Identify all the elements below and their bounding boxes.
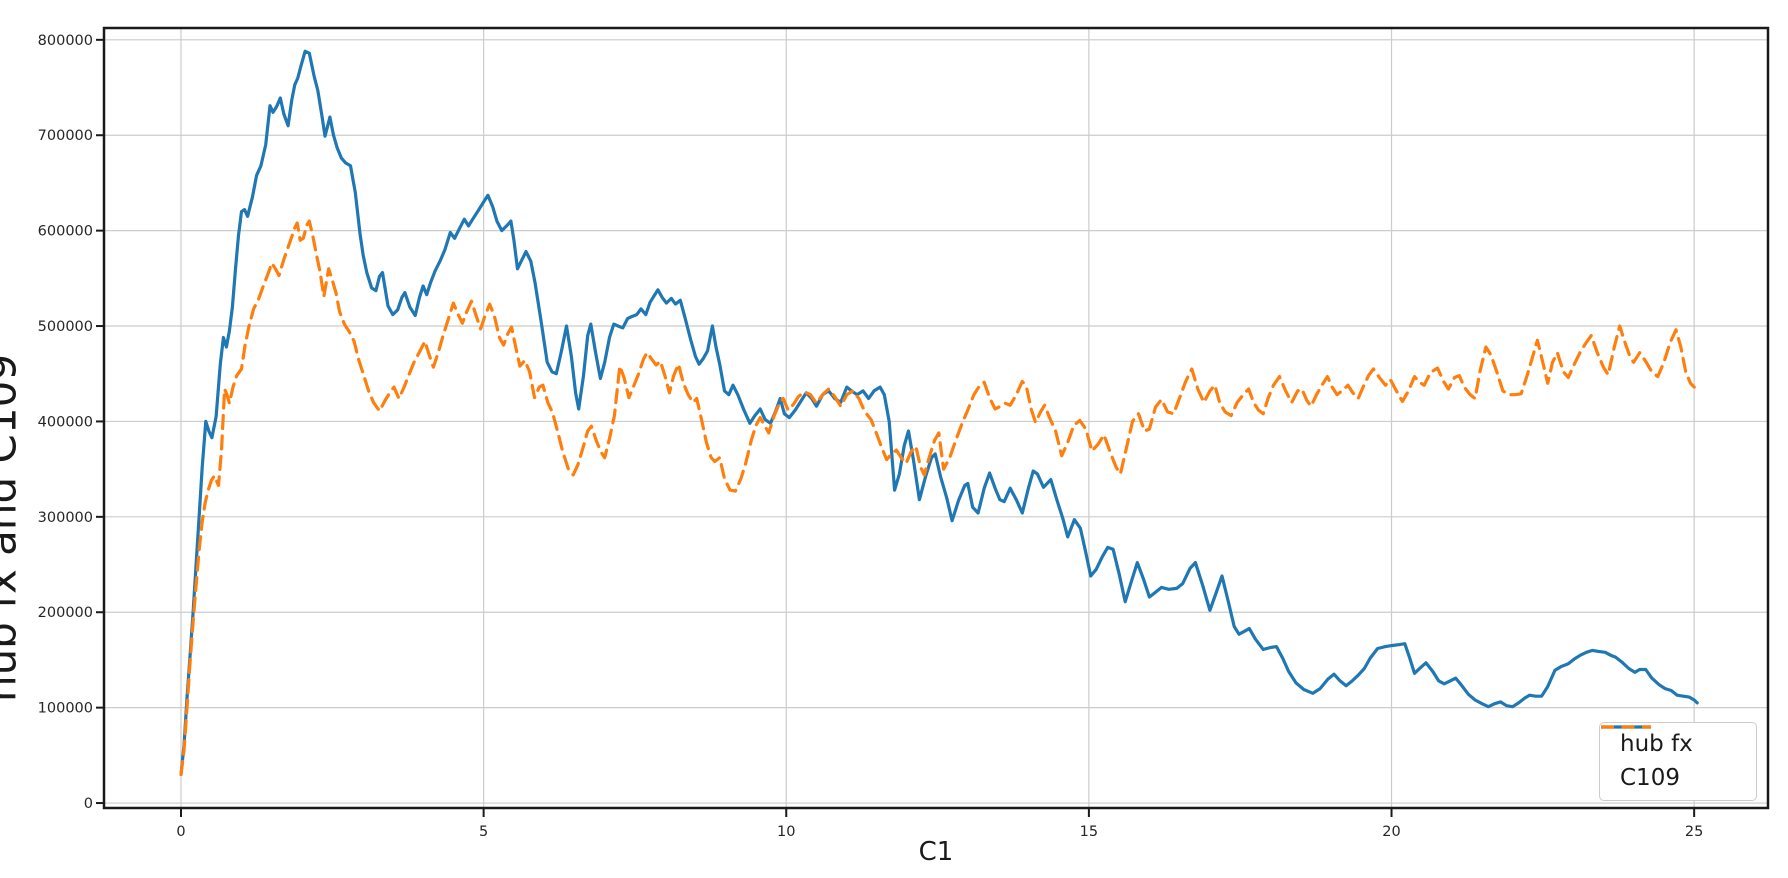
legend-entry-hub-fx: hub fx bbox=[1601, 725, 1746, 761]
y-tick-label: 100000 bbox=[38, 701, 93, 717]
x-axis-label: C1 bbox=[918, 837, 954, 867]
x-tick-label: 25 bbox=[1685, 824, 1703, 840]
y-tick-label: 800000 bbox=[38, 33, 93, 49]
y-tick-label: 600000 bbox=[38, 224, 93, 240]
y-tick-label: 700000 bbox=[38, 128, 93, 144]
grid-layer bbox=[104, 28, 1768, 808]
series-line-c109 bbox=[179, 219, 1696, 776]
x-tick-label: 5 bbox=[479, 824, 488, 840]
axis-layer: 0 5 10 15 20 25 0 100000 200000 300000 400000 50000… bbox=[38, 26, 1770, 840]
legend: hub fx C109 bbox=[1599, 722, 1757, 801]
axes-spines bbox=[102, 26, 1770, 810]
y-tick-label: 0 bbox=[84, 796, 93, 812]
series-layer bbox=[179, 49, 1699, 776]
x-tick-label: 10 bbox=[777, 824, 795, 840]
legend-entry-c109: C109 bbox=[1601, 725, 1746, 795]
y-tick-label: 400000 bbox=[38, 414, 93, 430]
x-tick-label: 15 bbox=[1080, 824, 1098, 840]
legend-label: hub fx bbox=[1620, 731, 1693, 757]
y-tick-label: 300000 bbox=[38, 510, 93, 526]
y-tick-label: 500000 bbox=[38, 319, 93, 335]
y-tick-label: 200000 bbox=[38, 605, 93, 621]
x-tick-label: 20 bbox=[1382, 824, 1400, 840]
legend-line-sample bbox=[1601, 725, 1651, 729]
x-tick-label: 0 bbox=[176, 824, 185, 840]
series-line-hub-fx bbox=[179, 49, 1699, 776]
legend-label: C109 bbox=[1620, 765, 1680, 791]
y-axis-label: hub fx and C109 bbox=[0, 353, 26, 703]
